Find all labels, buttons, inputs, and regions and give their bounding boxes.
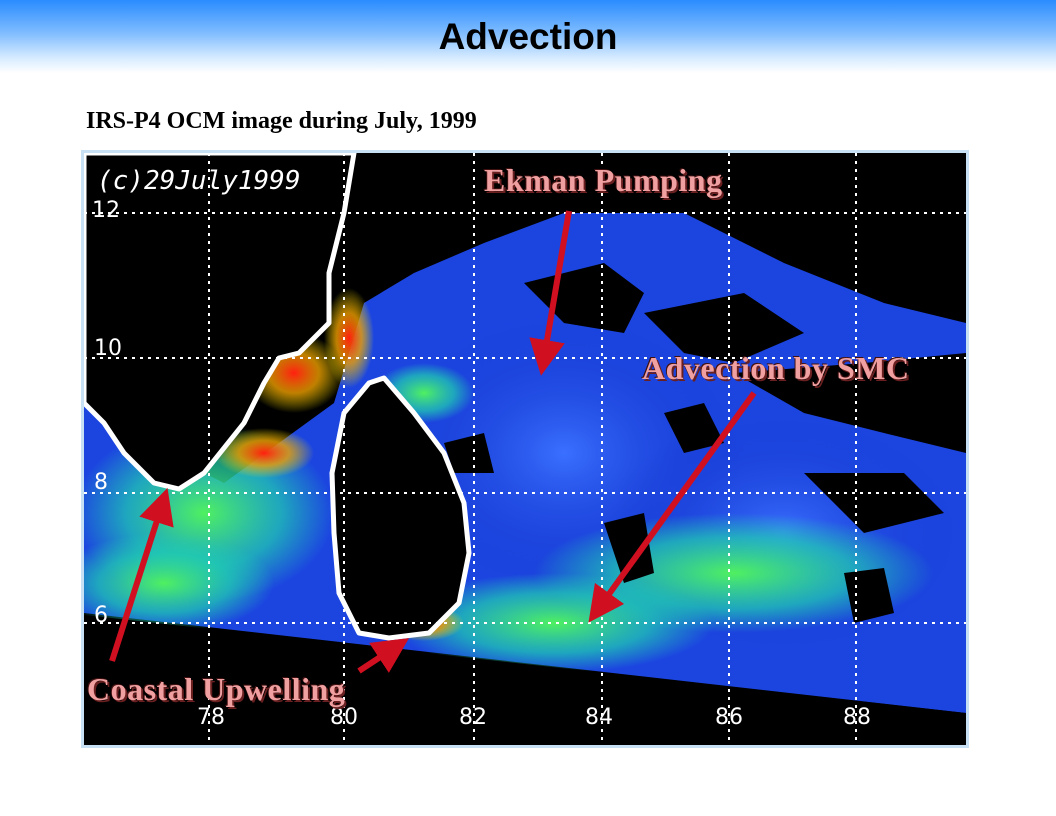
cloud-patch xyxy=(664,403,724,453)
ekman-arrow xyxy=(529,210,572,376)
cloud-patch xyxy=(644,293,804,363)
label-ekman-pumping: Ekman Pumping xyxy=(484,162,723,198)
high-chlorophyll-zone xyxy=(214,428,314,478)
lat-tick-10: 10 xyxy=(94,336,122,361)
coastal-arrow-left xyxy=(109,487,174,662)
high-chlorophyll-zone xyxy=(324,288,374,388)
lon-tick-84: 84 xyxy=(585,705,613,730)
cloud-patch xyxy=(604,513,654,583)
title-band xyxy=(0,0,1056,73)
label-coastal-upwelling: Coastal Upwelling xyxy=(87,671,346,707)
lon-tick-82: 82 xyxy=(459,705,487,730)
graticule xyxy=(84,153,966,745)
lat-tick-8: 8 xyxy=(94,470,108,495)
cloud-patch xyxy=(804,473,944,533)
lat-tick-6: 6 xyxy=(94,603,108,628)
cloud-patch xyxy=(444,433,494,473)
satellite-image xyxy=(84,153,966,745)
cloud-patch xyxy=(564,153,684,213)
label-advection-by-smc: Advection by SMC xyxy=(642,350,910,386)
sri-lanka-landmass xyxy=(329,375,472,641)
swath-edge xyxy=(84,615,966,745)
cloud-patch xyxy=(734,353,966,453)
cloud-patch xyxy=(524,263,644,333)
lon-tick-88: 88 xyxy=(843,705,871,730)
lon-tick-86: 86 xyxy=(715,705,743,730)
annotation-arrows xyxy=(109,210,757,674)
lon-tick-78: 78 xyxy=(197,705,225,730)
productivity-zone xyxy=(394,573,714,673)
india-landmass xyxy=(84,153,357,492)
slide-title: Advection xyxy=(438,16,618,57)
cloud-patch xyxy=(784,153,966,283)
advection-arrow xyxy=(588,391,757,623)
lon-tick-80: 80 xyxy=(330,705,358,730)
image-date-stamp: (c)29July1999 xyxy=(97,166,301,196)
coastal-arrow-right xyxy=(357,638,410,674)
lat-tick-12: 12 xyxy=(92,198,120,223)
satellite-image-frame xyxy=(81,150,969,748)
image-caption: IRS-P4 OCM image during July, 1999 xyxy=(86,108,477,134)
